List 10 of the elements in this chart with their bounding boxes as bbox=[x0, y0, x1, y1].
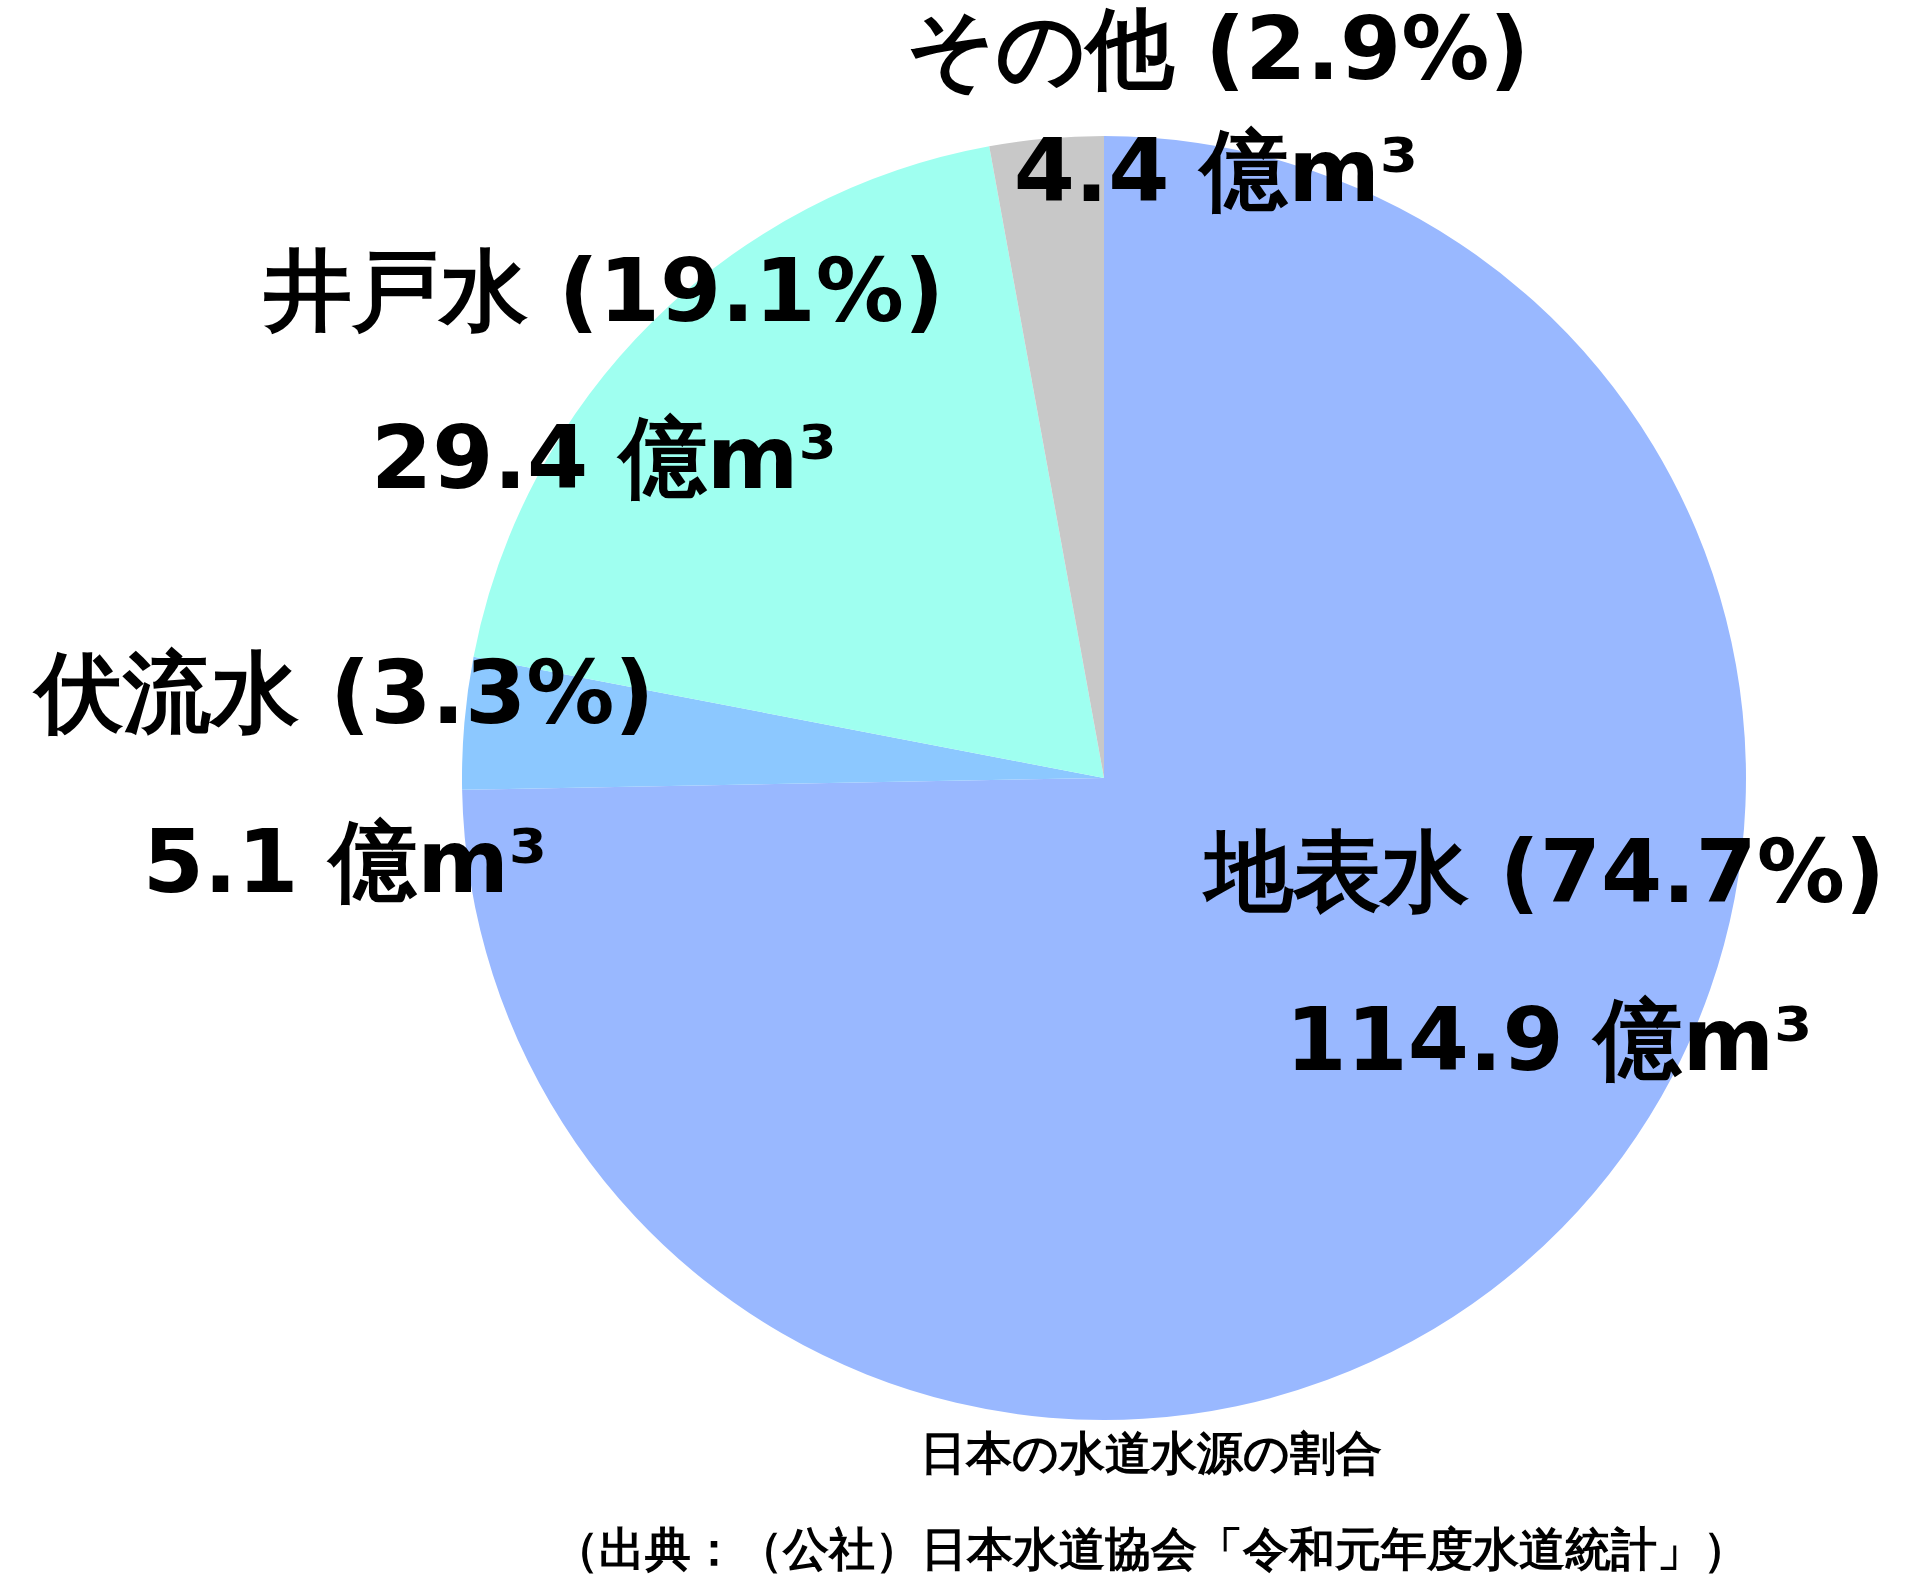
slice-label: 井戸水 (19.1%) bbox=[262, 238, 945, 342]
data-label: 29.4 億m³ bbox=[371, 405, 837, 509]
data-label: 4.4 億m³ bbox=[1013, 118, 1419, 222]
slice-label: 地表水 (74.7%) bbox=[1201, 819, 1886, 923]
slice-label: その他 (2.9%) bbox=[906, 0, 1530, 100]
data-label: 5.1 億m³ bbox=[142, 809, 548, 913]
data-label: 114.9 億m³ bbox=[1285, 987, 1813, 1091]
text: （出典：（公社）日本水道協会「令和元年度水道統計」） bbox=[553, 1521, 1749, 1576]
text: 日本の水道水源の割合 bbox=[920, 1425, 1382, 1480]
slice-label: 伏流水 (3.3%) bbox=[32, 640, 655, 744]
